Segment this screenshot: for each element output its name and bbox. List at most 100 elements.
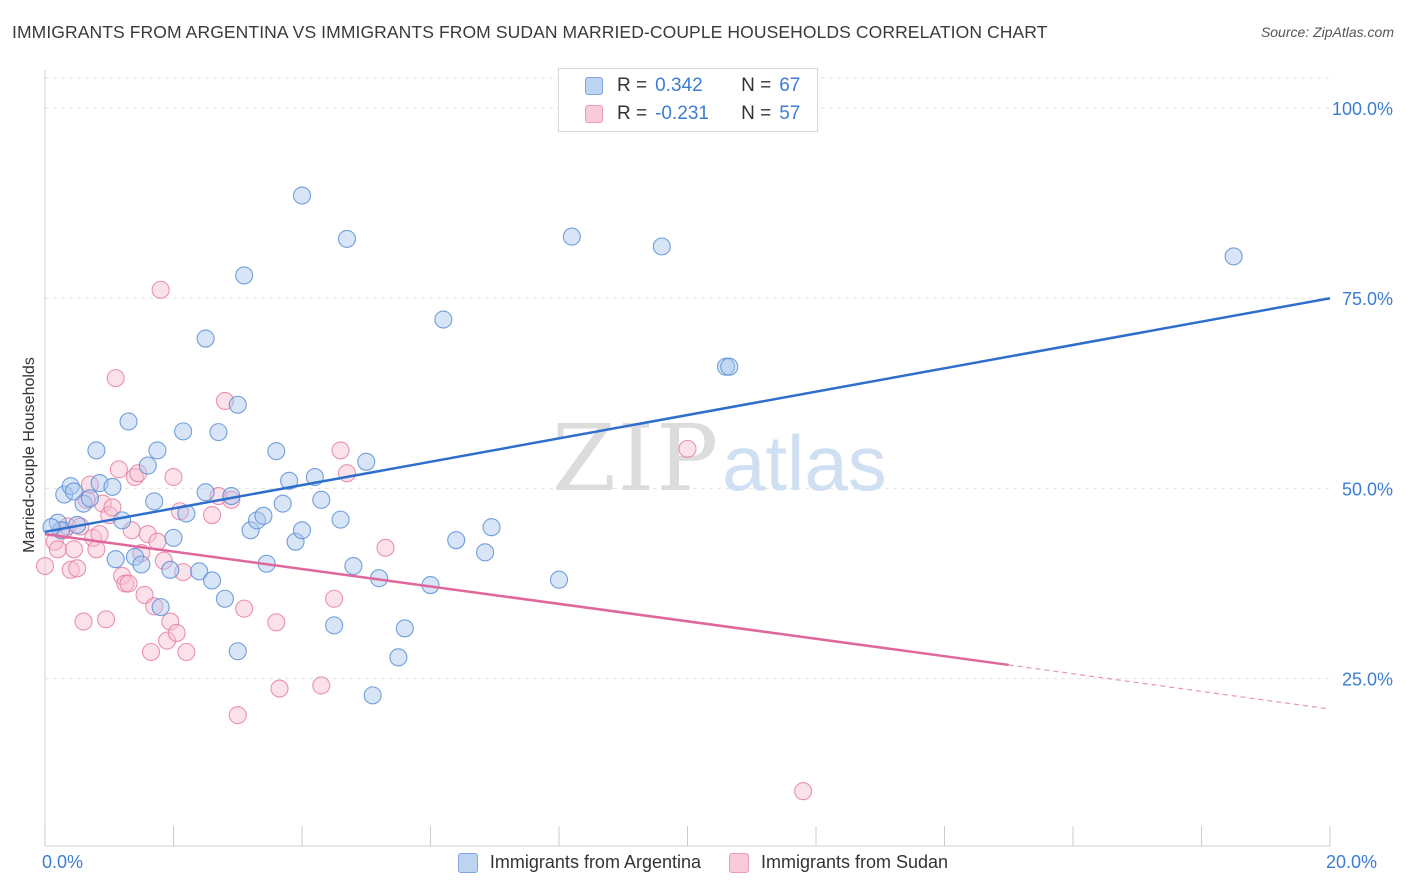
point-argentina <box>190 562 209 581</box>
point-argentina <box>337 229 357 248</box>
point-argentina <box>138 456 157 475</box>
point-sudan <box>87 540 106 559</box>
point-argentina <box>80 489 100 508</box>
legend-swatch-sudan <box>585 105 603 123</box>
point-argentina <box>476 543 495 562</box>
point-sudan <box>64 540 83 559</box>
point-argentina <box>325 616 344 635</box>
point-argentina <box>331 510 350 529</box>
point-argentina <box>228 395 247 414</box>
point-sudan <box>177 642 196 662</box>
point-argentina <box>196 329 215 348</box>
point-argentina <box>209 423 228 442</box>
y-tick-label: 50.0% <box>1342 479 1393 499</box>
legend-row-argentina: R = 0.342 N = 67 <box>585 75 800 97</box>
series-sudan-points <box>35 280 813 801</box>
series-legend: Immigrants from Argentina Immigrants fro… <box>0 852 1406 873</box>
watermark-zip: ZIP <box>552 405 720 512</box>
trend-line-sudan-extension <box>1008 664 1331 710</box>
point-argentina <box>344 556 363 576</box>
point-sudan <box>167 623 186 643</box>
point-argentina <box>64 482 83 501</box>
point-argentina <box>148 441 167 460</box>
legend-label-sudan: Immigrants from Sudan <box>761 852 949 872</box>
watermark: ZIP atlas <box>552 405 887 512</box>
legend-n-label: N = <box>741 75 772 96</box>
point-argentina <box>174 422 193 441</box>
stats-legend: R = 0.342 N = 67 R = -0.231 N = 57 <box>558 68 818 132</box>
legend-r-value: -0.231 <box>655 103 709 124</box>
point-argentina <box>145 492 164 511</box>
point-sudan <box>145 597 164 616</box>
point-sudan <box>103 498 122 517</box>
point-argentina <box>395 619 414 638</box>
point-sudan <box>325 589 344 608</box>
watermark-atlas: atlas <box>722 419 887 507</box>
gridlines <box>45 77 1330 680</box>
point-sudan <box>138 525 157 544</box>
point-sudan <box>161 612 180 631</box>
point-argentina <box>447 531 466 550</box>
point-sudan <box>151 280 170 299</box>
point-argentina <box>720 357 739 376</box>
point-argentina <box>652 237 671 256</box>
point-argentina <box>203 571 222 590</box>
point-sudan <box>96 610 116 629</box>
legend-item-argentina: Immigrants from Argentina <box>457 852 701 873</box>
point-argentina <box>482 518 501 537</box>
y-tick-label: 100.0% <box>1332 99 1393 119</box>
x-tick-max: 20.0% <box>1326 852 1378 872</box>
legend-row-sudan: R = -0.231 N = 57 <box>585 103 800 125</box>
legend-swatch-sudan <box>729 852 749 873</box>
legend-n-label: N = <box>741 103 772 124</box>
point-sudan <box>68 559 87 578</box>
point-argentina <box>215 589 234 608</box>
point-sudan <box>35 556 55 576</box>
point-sudan <box>376 538 395 557</box>
point-sudan <box>61 560 80 579</box>
point-argentina <box>254 506 273 525</box>
point-argentina <box>196 483 215 502</box>
point-argentina <box>286 532 305 551</box>
point-argentina <box>119 412 138 431</box>
point-sudan <box>80 475 100 494</box>
point-argentina <box>235 266 254 285</box>
point-argentina <box>363 686 382 705</box>
point-argentina <box>549 570 569 589</box>
point-argentina <box>273 494 292 513</box>
point-argentina <box>103 477 122 496</box>
legend-swatch-argentina <box>585 77 603 95</box>
y-axis-label: Married-couple Households <box>21 357 38 553</box>
point-argentina <box>113 511 132 530</box>
point-argentina <box>164 528 183 547</box>
point-sudan <box>228 706 247 725</box>
point-argentina <box>389 648 408 667</box>
point-sudan <box>158 631 177 650</box>
legend-r-value: 0.342 <box>655 75 703 96</box>
point-argentina <box>280 471 299 490</box>
legend-n-value: 67 <box>779 75 801 96</box>
point-argentina <box>228 642 247 661</box>
point-sudan <box>141 642 161 662</box>
legend-n-value: 57 <box>779 103 801 124</box>
y-tick-labels: 100.0% 75.0% 50.0% 25.0% <box>1332 99 1393 690</box>
source-credit: Source: ZipAtlas.com <box>1260 24 1394 40</box>
point-argentina <box>132 555 151 574</box>
point-argentina <box>562 227 581 246</box>
point-argentina <box>87 441 106 460</box>
point-sudan <box>119 574 138 593</box>
point-argentina <box>1224 247 1243 266</box>
point-argentina <box>434 310 453 329</box>
point-sudan <box>331 441 350 460</box>
point-sudan <box>794 782 813 801</box>
point-sudan <box>678 439 697 458</box>
point-sudan <box>164 467 183 487</box>
point-argentina <box>267 442 286 461</box>
axes <box>44 70 1331 847</box>
point-sudan <box>312 676 331 695</box>
point-sudan <box>267 613 286 632</box>
point-sudan <box>270 679 289 698</box>
point-sudan <box>203 506 222 525</box>
point-sudan <box>48 540 67 559</box>
y-tick-label: 75.0% <box>1342 289 1393 309</box>
